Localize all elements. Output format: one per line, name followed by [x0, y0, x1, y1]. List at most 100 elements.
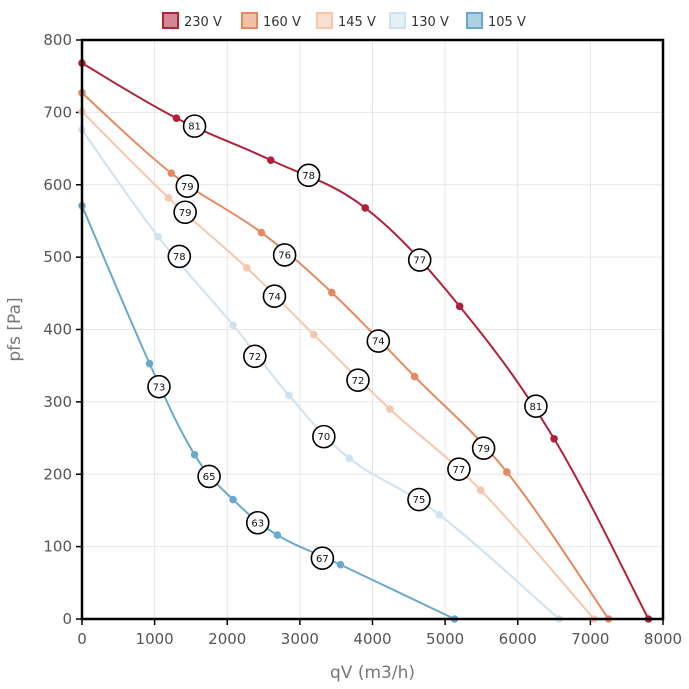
y-tick-label: 800: [43, 31, 72, 49]
data-label: 65: [203, 472, 216, 483]
data-point: [550, 434, 558, 443]
data-label-circle: [407, 487, 431, 512]
data-label: 63: [251, 518, 264, 529]
legend-label: 230 V: [184, 15, 222, 30]
data-point: [345, 454, 354, 463]
y-tick-label: 500: [43, 248, 72, 266]
series-130v: [78, 125, 563, 623]
data-point: [435, 510, 444, 519]
x-tick-label: 0: [77, 630, 87, 648]
y-tick-label: 200: [43, 465, 72, 483]
data-point: [309, 330, 318, 339]
data-point: [455, 302, 464, 311]
data-label-circle: [366, 329, 391, 353]
x-tick-label: 4000: [353, 630, 391, 648]
x-tick-label: 5000: [426, 630, 464, 648]
series-230v: [78, 59, 653, 623]
x-tick-label: 2000: [208, 630, 246, 648]
legend-label: 105 V: [488, 15, 526, 30]
data-label: 76: [278, 251, 291, 262]
data-point: [503, 468, 511, 476]
x-tick-label: 8000: [644, 630, 682, 648]
data-label-circle: [272, 243, 297, 267]
legend-item: 160 V: [241, 12, 301, 30]
legend-label: 160 V: [263, 15, 301, 30]
data-label: 72: [352, 376, 365, 387]
x-tick-label: 1000: [136, 630, 174, 648]
data-point: [285, 391, 293, 400]
chart-legend: 230 V 160 V 145 V 130 V 105 V: [162, 12, 526, 30]
data-point: [273, 531, 282, 539]
x-axis-title: qV (m3/h): [330, 663, 415, 683]
y-tick-label: 700: [43, 103, 72, 121]
data-point: [229, 495, 237, 504]
y-tick-label: 400: [43, 321, 72, 339]
series-labels: 79 74 72 77: [173, 200, 471, 481]
data-label: 70: [317, 432, 330, 443]
axis-ticks: 0 1000 2000 3000 4000 5000 6000 7000 8000 0 100 200…: [43, 31, 682, 648]
data-point: [145, 359, 154, 368]
data-label: 81: [530, 402, 543, 413]
plot-frame: [80, 38, 665, 621]
data-point: [328, 288, 336, 297]
data-point: [386, 405, 394, 413]
data-label: 79: [181, 182, 194, 193]
legend-label: 130 V: [411, 15, 449, 30]
data-label-circle: [310, 546, 335, 571]
data-label-circle: [182, 114, 207, 138]
data-label-circle: [245, 510, 270, 535]
series-labels: 79 76 74 79: [175, 174, 496, 460]
data-point: [336, 560, 345, 569]
series-105v: [78, 201, 459, 623]
data-label-circle: [175, 174, 200, 198]
data-label: 74: [372, 337, 385, 348]
data-label: 79: [179, 208, 192, 219]
legend-label: 145 V: [338, 15, 376, 30]
series-line: [81, 110, 595, 620]
legend-swatch: [389, 12, 406, 29]
legend-swatch: [316, 12, 333, 29]
data-point: [154, 233, 163, 241]
data-label-circle: [173, 200, 197, 225]
legend-item: 230 V: [162, 12, 222, 30]
series-labels: 78 72 70 75: [167, 244, 431, 512]
data-label-circle: [197, 464, 221, 489]
data-label-circle: [262, 284, 287, 309]
legend-swatch: [241, 12, 258, 29]
data-label-circle: [524, 394, 548, 419]
data-label-circle: [407, 248, 432, 272]
data-point: [267, 156, 275, 164]
data-label: 77: [413, 256, 426, 267]
legend-swatch: [162, 12, 179, 29]
data-label: 79: [477, 444, 490, 455]
data-point: [172, 114, 181, 122]
series-145v: [78, 107, 598, 623]
chart-series: 81 78 77 81 79 76 74 79 79 74 72 77 78 72 70 75 73 65 63 67: [78, 59, 653, 623]
y-tick-label: 600: [43, 176, 72, 194]
data-label: 78: [302, 171, 315, 182]
series-labels: 73 65 63 67: [147, 374, 335, 571]
data-point: [257, 228, 266, 237]
x-tick-label: 7000: [571, 630, 609, 648]
y-tick-label: 300: [43, 393, 72, 411]
data-label-circle: [167, 244, 192, 269]
data-point: [190, 450, 199, 459]
y-tick-label: 100: [43, 538, 72, 556]
series-labels: 81 78 77 81: [182, 114, 548, 419]
data-point: [164, 193, 173, 202]
data-label: 81: [188, 122, 201, 133]
data-label: 77: [453, 465, 466, 476]
y-tick-label: 0: [62, 610, 72, 628]
series-160v: [78, 89, 613, 623]
legend-swatch: [466, 12, 483, 29]
data-point: [243, 264, 251, 272]
chart-grid: [81, 39, 664, 620]
data-label-circle: [147, 374, 171, 399]
data-label: 74: [268, 292, 281, 303]
data-label: 72: [248, 352, 261, 363]
data-label: 67: [316, 554, 329, 565]
data-label: 78: [173, 252, 186, 263]
data-point: [229, 321, 237, 329]
data-point: [361, 204, 370, 212]
